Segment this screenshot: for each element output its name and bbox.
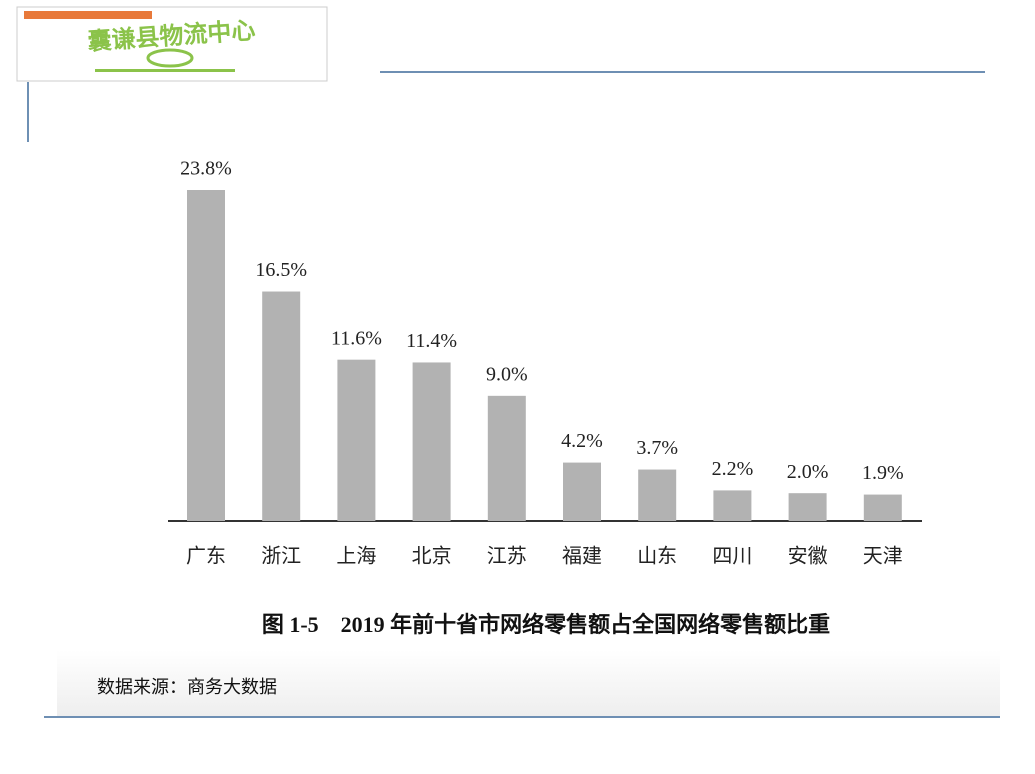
logo-box [16,6,328,82]
bar [563,462,601,521]
x-tick-label: 广东 [186,545,226,568]
bar [337,359,376,521]
x-tick-label: 天津 [863,545,903,568]
bar [788,493,827,521]
x-tick-label: 福建 [562,545,602,568]
x-tick-label: 北京 [412,545,452,568]
bar [863,494,902,521]
value-label: 16.5% [255,259,307,281]
logo-subline [95,69,235,72]
x-tick-label: 江苏 [487,545,527,568]
x-tick-label: 安徽 [788,545,828,568]
value-label: 3.7% [636,437,678,459]
source-note: 数据来源：商务大数据 [97,677,277,698]
x-tick-label: 浙江 [261,545,301,568]
value-label: 11.6% [331,327,382,349]
chart-title: 图 1-5 2019 年前十省市网络零售额占全国网络零售额比重 [262,612,830,637]
value-label: 23.8% [180,158,232,180]
logo-icon [146,48,194,68]
bar [412,362,451,521]
x-tick-label: 上海 [336,545,376,568]
bar [638,469,677,521]
x-tick-label: 山东 [637,545,677,568]
value-label: 1.9% [862,462,904,484]
value-label: 9.0% [486,363,528,385]
value-label: 2.2% [712,458,754,480]
bar [713,490,752,521]
x-tick-label: 四川 [712,546,752,568]
bar [487,395,526,521]
value-label: 4.2% [561,430,603,452]
bar [262,291,301,521]
value-label: 11.4% [406,330,457,352]
bar [187,190,225,521]
logo-banner [24,11,152,19]
value-label: 2.0% [787,461,829,483]
source-band [57,650,1000,716]
